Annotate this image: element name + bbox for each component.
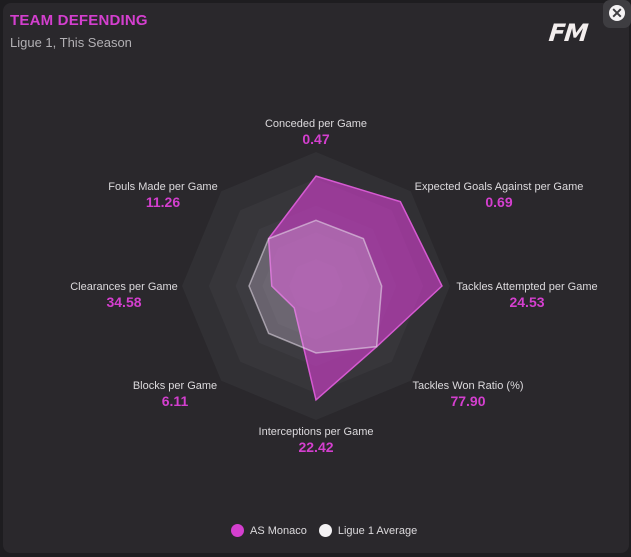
page-title: TEAM DEFENDING (10, 12, 148, 29)
axis-label: Conceded per Game 0.47 (265, 118, 367, 147)
axis-value: 34.58 (106, 294, 142, 310)
legend-item-average[interactable]: Ligue 1 Average (318, 524, 418, 537)
page-subtitle: Ligue 1, This Season (10, 35, 132, 50)
axis-value: 11.26 (145, 194, 181, 210)
axis-value: 77.90 (450, 393, 486, 409)
axis-name: Clearances per Game (70, 281, 178, 293)
axis-value: 6.11 (161, 393, 189, 409)
series-polygon-monaco[interactable] (267, 175, 443, 402)
legend-label: Ligue 1 Average (337, 524, 418, 537)
axis-name: Fouls Made per Game (108, 181, 218, 193)
axis-value: 22.42 (298, 439, 334, 455)
close-icon: ✕ (609, 5, 625, 21)
legend-dot-monaco (231, 524, 244, 537)
axis-label: Interceptions per Game 22.42 (259, 426, 374, 455)
legend: AS Monaco Ligue 1 Average (231, 524, 429, 537)
axis-name: Interceptions per Game (258, 426, 374, 438)
axis-name: Conceded per Game (264, 118, 368, 130)
axis-name: Tackles Won Ratio (%) (412, 380, 524, 392)
axis-value: 24.53 (509, 294, 545, 310)
legend-label: AS Monaco (250, 524, 307, 537)
axis-name: Blocks per Game (132, 380, 218, 392)
axis-label: Tackles Attempted per Game 24.53 (456, 281, 597, 310)
legend-item-monaco[interactable]: AS Monaco (231, 524, 307, 537)
axis-label: Clearances per Game 34.58 (70, 281, 178, 310)
axis-label: Tackles Won Ratio (%) 77.90 (412, 380, 523, 409)
axis-name: Tackles Attempted per Game (456, 281, 598, 293)
axis-value: 0.69 (485, 194, 513, 210)
close-button[interactable]: ✕ (603, 0, 631, 28)
legend-dot-average (318, 524, 332, 537)
axis-label: Expected Goals Against per Game 0.69 (415, 181, 584, 210)
axis-value: 0.47 (302, 131, 330, 147)
axis-name: Expected Goals Against per Game (414, 181, 584, 193)
axis-label: Fouls Made per Game 11.26 (108, 181, 217, 210)
series-polygon-average[interactable] (248, 219, 383, 354)
axis-label: Blocks per Game 6.11 (133, 380, 217, 409)
